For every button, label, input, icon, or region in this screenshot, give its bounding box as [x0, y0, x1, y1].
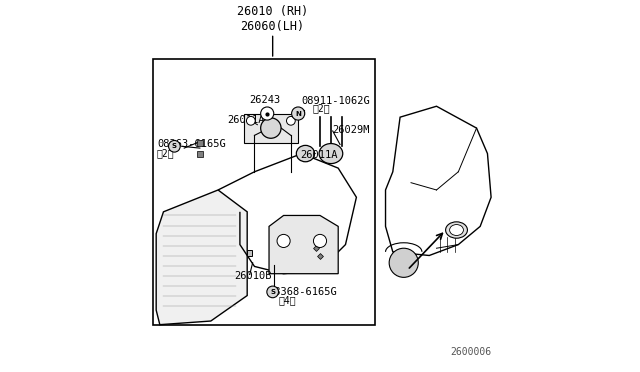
Text: （4）: （4）: [278, 295, 296, 305]
Text: S: S: [270, 289, 275, 295]
Circle shape: [314, 234, 326, 247]
Text: 2600006: 2600006: [450, 347, 491, 357]
Circle shape: [287, 116, 295, 125]
Text: S: S: [172, 143, 177, 149]
Ellipse shape: [319, 144, 343, 164]
Text: 26243: 26243: [249, 94, 280, 112]
Polygon shape: [156, 190, 247, 325]
Text: 08911-1062G: 08911-1062G: [302, 96, 371, 106]
Bar: [244, 113, 298, 142]
Text: （2）: （2）: [157, 148, 175, 158]
Ellipse shape: [450, 225, 463, 235]
Text: （2）: （2）: [313, 103, 330, 113]
Ellipse shape: [445, 222, 467, 238]
Polygon shape: [269, 215, 338, 274]
Circle shape: [292, 107, 305, 120]
Text: 26011A: 26011A: [300, 150, 337, 160]
Text: 26011AA: 26011AA: [227, 115, 271, 125]
Circle shape: [260, 107, 274, 120]
Bar: [247, 250, 252, 256]
Text: 26029M: 26029M: [333, 125, 371, 135]
Circle shape: [389, 248, 419, 278]
Circle shape: [168, 141, 180, 152]
Bar: [152, 59, 374, 325]
Text: 26010B: 26010B: [234, 270, 272, 280]
Text: 08363-6165G: 08363-6165G: [157, 140, 226, 150]
Text: N: N: [295, 110, 301, 116]
Circle shape: [277, 234, 290, 247]
Circle shape: [246, 116, 255, 125]
Text: 26010 (RH)
26060(LH): 26010 (RH) 26060(LH): [237, 6, 308, 33]
Circle shape: [260, 118, 281, 138]
Text: 08368-6165G: 08368-6165G: [268, 287, 337, 297]
Circle shape: [267, 286, 278, 298]
Ellipse shape: [296, 145, 314, 162]
